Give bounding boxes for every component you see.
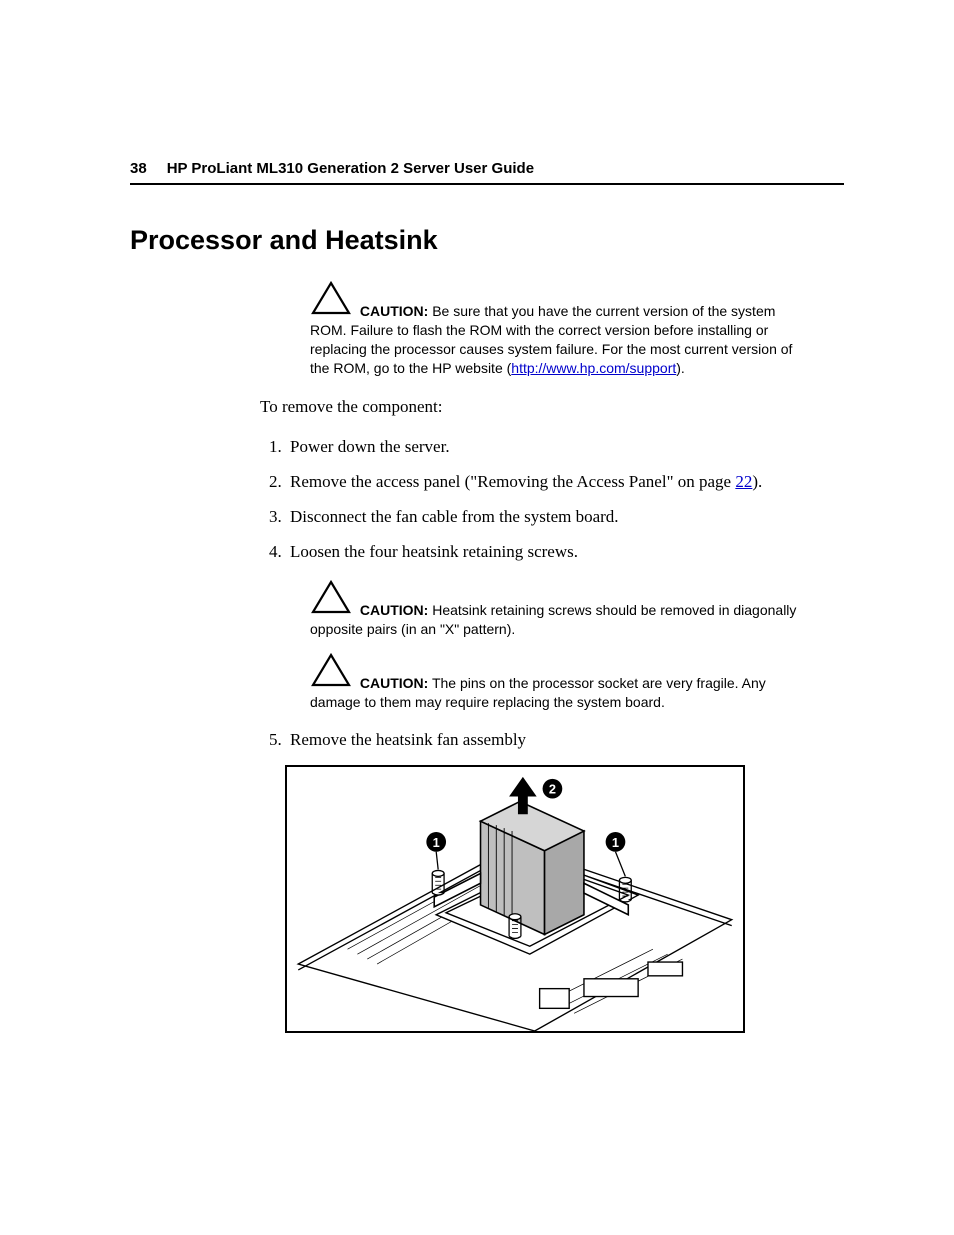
intro-text: To remove the component: <box>260 394 844 420</box>
caution-block-2: CAUTION: Heatsink retaining screws shoul… <box>310 579 804 639</box>
step-1: Power down the server. <box>286 433 844 462</box>
page-number: 38 <box>130 160 147 177</box>
caution-triangle-icon <box>310 579 352 620</box>
caution-triangle-icon <box>310 652 352 693</box>
step-2: Remove the access panel ("Removing the A… <box>286 468 844 497</box>
figure-callout-1-right: 1 <box>612 835 619 850</box>
section-heading: Processor and Heatsink <box>130 225 844 256</box>
support-link[interactable]: http://www.hp.com/support <box>511 360 676 376</box>
step-2-after: ). <box>752 472 762 491</box>
caution-block-1: CAUTION: Be sure that you have the curre… <box>310 280 804 378</box>
caution-text-after: ). <box>676 360 685 376</box>
figure-callout-2: 2 <box>549 782 556 797</box>
heatsink-figure: 2 1 1 <box>285 765 745 1033</box>
step-4: Loosen the four heatsink retaining screw… <box>286 538 844 567</box>
step-2-before: Remove the access panel ("Removing the A… <box>290 472 735 491</box>
page-reference-link[interactable]: 22 <box>735 472 752 491</box>
page-header: 38 HP ProLiant ML310 Generation 2 Server… <box>130 160 844 185</box>
caution-triangle-icon <box>310 280 352 321</box>
figure-callout-1-left: 1 <box>433 835 440 850</box>
document-title: HP ProLiant ML310 Generation 2 Server Us… <box>167 160 534 177</box>
step-3: Disconnect the fan cable from the system… <box>286 503 844 532</box>
steps-list-continued: Remove the heatsink fan assembly <box>260 726 844 755</box>
caution-label: CAUTION: <box>360 303 428 319</box>
caution-label: CAUTION: <box>360 675 428 691</box>
steps-list: Power down the server. Remove the access… <box>260 433 844 567</box>
caution-block-3: CAUTION: The pins on the processor socke… <box>310 652 804 712</box>
page-container: 38 HP ProLiant ML310 Generation 2 Server… <box>0 0 954 1113</box>
step-5: Remove the heatsink fan assembly <box>286 726 844 755</box>
caution-label: CAUTION: <box>360 602 428 618</box>
